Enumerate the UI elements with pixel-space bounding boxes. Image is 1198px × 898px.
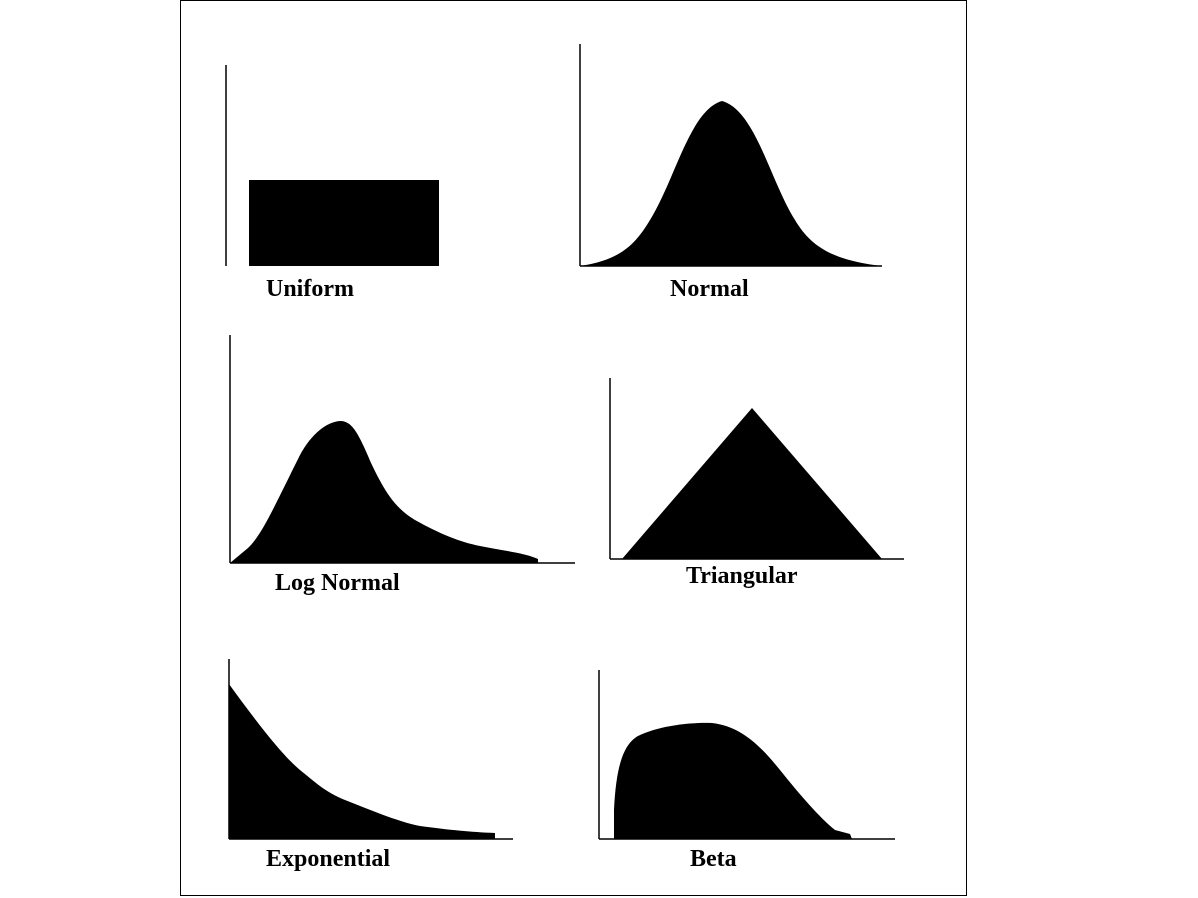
normal-panel (579, 44, 882, 267)
exponential-panel (228, 659, 513, 840)
lognormal-label: Log Normal (275, 570, 400, 596)
triangular-density-shape (622, 408, 882, 559)
normal-density-shape (580, 101, 882, 266)
exponential-label: Exponential (266, 846, 391, 872)
normal-label: Normal (670, 276, 749, 302)
uniform-panel (225, 65, 439, 266)
triangular-label: Triangular (686, 563, 798, 589)
uniform-density-shape (249, 180, 439, 266)
figure-frame (180, 0, 967, 896)
exponential-density-shape (229, 684, 495, 839)
triangular-panel (609, 378, 904, 560)
beta-density-shape (614, 722, 852, 839)
uniform-label: Uniform (266, 276, 354, 302)
beta-label: Beta (690, 846, 737, 872)
lognormal-panel (229, 335, 575, 564)
beta-panel (598, 670, 895, 840)
lognormal-density-shape (230, 421, 538, 563)
